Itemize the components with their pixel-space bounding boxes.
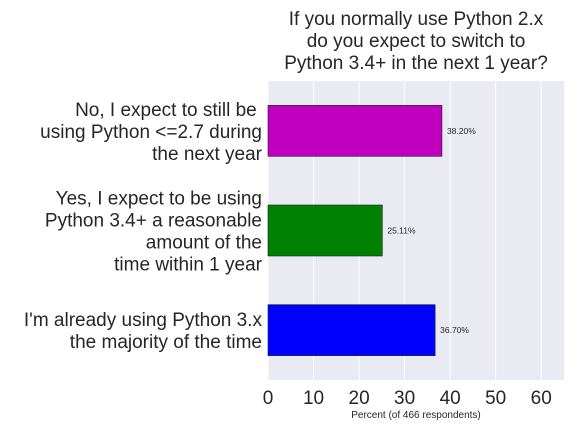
- data-label: 36.70%: [440, 325, 469, 335]
- x-tick-label: 0: [263, 388, 274, 409]
- x-tick-label: 50: [485, 388, 506, 409]
- bar: [267, 304, 436, 356]
- data-label: 25.11%: [387, 226, 416, 236]
- bar: [267, 105, 443, 157]
- x-tick-label: 10: [303, 388, 324, 409]
- category-label: Yes, I expect to be using Python 3.4+ a r…: [45, 189, 263, 276]
- category-label: No, I expect to still be using Python <=…: [40, 100, 263, 165]
- chart-title: If you normally use Python 2.x do you exp…: [284, 9, 548, 74]
- x-tick-label: 60: [531, 388, 552, 409]
- x-tick-label: 20: [349, 388, 370, 409]
- category-label: I'm already using Python 3.x the majority…: [24, 310, 263, 353]
- x-tick-label: 40: [440, 388, 461, 409]
- bar: [267, 204, 383, 257]
- x-axis-label: Percent (of 466 respondents): [351, 410, 481, 421]
- data-label: 38.20%: [447, 126, 476, 136]
- x-tick-label: 30: [394, 388, 415, 409]
